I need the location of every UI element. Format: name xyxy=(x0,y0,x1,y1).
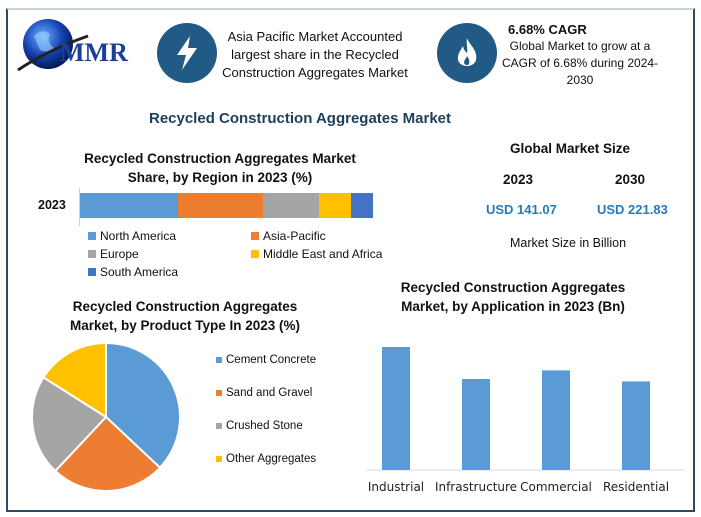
legend-label: Asia-Pacific xyxy=(263,229,326,243)
pie-slice-other-aggregates xyxy=(42,341,107,419)
product-legend-item: Cement Concrete xyxy=(216,354,316,366)
highlight-text-2: Global Market to grow at a CAGR of 6.68%… xyxy=(501,39,659,87)
application-bar-chart: Industrial Infrastructure Commercial Reside… xyxy=(366,347,685,494)
bar-commercial xyxy=(542,370,570,470)
region-segment-north-america xyxy=(80,193,179,218)
x-tick-label: Residential xyxy=(603,480,669,494)
legend-swatch xyxy=(251,250,259,258)
region-legend-item: North America xyxy=(88,229,176,243)
highlight-text-1: Asia Pacific Market Accounted largest sh… xyxy=(222,29,408,80)
legend-label: Cement Concrete xyxy=(226,354,317,366)
legend-label: Middle East and Africa xyxy=(263,247,383,261)
flame-badge xyxy=(437,23,497,83)
product-legend-item: Other Aggregates xyxy=(216,453,316,465)
legend-swatch xyxy=(216,456,222,462)
market-size-note: Market Size in Billion xyxy=(510,236,627,250)
pie-slice-sand-and-gravel xyxy=(53,415,162,492)
legend-swatch xyxy=(216,423,222,429)
legend-swatch xyxy=(216,390,222,396)
legend-label: Sand and Gravel xyxy=(226,387,313,399)
legend-swatch xyxy=(251,232,259,240)
region-category-label: 2023 xyxy=(38,198,66,212)
legend-swatch xyxy=(216,357,222,363)
x-tick-label: Industrial xyxy=(368,480,424,494)
legend-label: North America xyxy=(100,229,177,243)
region-legend-item: Europe xyxy=(88,247,139,261)
region-axis xyxy=(79,188,80,226)
bar-residential xyxy=(622,381,650,470)
region-legend-item: South America xyxy=(88,265,178,279)
region-segment-europe xyxy=(263,193,319,218)
flame-icon xyxy=(457,38,477,66)
market-size-title: Global Market Size xyxy=(510,141,631,156)
bar-industrial xyxy=(382,347,410,470)
product-legend-item: Sand and Gravel xyxy=(216,387,312,399)
legend-label: Europe xyxy=(100,247,139,261)
legend-swatch xyxy=(88,250,96,258)
globe-icon xyxy=(17,19,89,72)
legend-label: Other Aggregates xyxy=(226,453,317,465)
x-tick-label: Infrastructure xyxy=(435,480,517,494)
cagr-title: 6.68% CAGR xyxy=(508,22,587,37)
legend-label: Crushed Stone xyxy=(226,420,303,432)
value-2030: USD 221.83 xyxy=(597,202,668,217)
region-segment-asia-pacific xyxy=(178,193,264,218)
application-chart-title: Recycled Construction Aggregates Market,… xyxy=(400,280,626,314)
x-tick-label: Commercial xyxy=(520,480,592,494)
lightning-badge xyxy=(157,23,217,83)
mmr-logo: MMR xyxy=(14,14,139,86)
region-stacked-bar xyxy=(80,193,373,218)
legend-swatch xyxy=(88,268,96,276)
year-2023: 2023 xyxy=(503,172,534,187)
region-segment-middle-east-and-africa xyxy=(318,193,351,218)
product-chart-title: Recycled Construction Aggregates Market,… xyxy=(69,299,301,333)
region-chart-title: Recycled Construction Aggregates Market … xyxy=(84,151,356,185)
infographic-frame xyxy=(6,8,695,512)
product-pie-chart xyxy=(31,341,181,492)
region-legend-item: Asia-Pacific xyxy=(251,229,326,243)
region-legend-item: Middle East and Africa xyxy=(251,247,382,261)
main-title: Recycled Construction Aggregates Market xyxy=(148,110,452,127)
product-legend-item: Crushed Stone xyxy=(216,420,303,432)
legend-swatch xyxy=(88,232,96,240)
pie-slice-cement-concrete xyxy=(105,341,181,470)
lightning-icon xyxy=(177,36,197,70)
bar-infrastructure xyxy=(462,378,490,470)
year-2030: 2030 xyxy=(615,172,646,187)
region-segment-south-america xyxy=(350,193,373,218)
legend-label: South America xyxy=(100,265,179,279)
value-2023: USD 141.07 xyxy=(486,202,557,217)
pie-slice-crushed-stone xyxy=(31,375,108,473)
